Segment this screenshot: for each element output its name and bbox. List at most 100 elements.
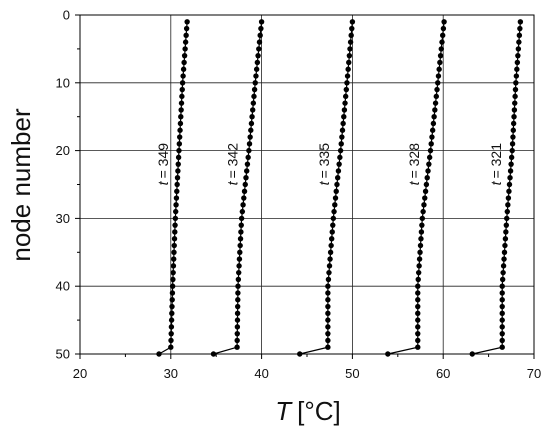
data-point (331, 208, 337, 215)
data-point (169, 297, 175, 303)
data-point (415, 269, 422, 276)
data-point (252, 80, 258, 86)
data-point (341, 114, 347, 120)
data-point (184, 19, 190, 25)
data-point (176, 147, 182, 154)
data-point (415, 344, 421, 350)
data-point (415, 290, 421, 296)
x-tick-label: 70 (527, 366, 541, 381)
data-point (510, 127, 516, 133)
data-point (499, 297, 505, 303)
data-point (238, 215, 245, 222)
data-point (338, 141, 344, 147)
series-label: t= 321 (488, 143, 504, 186)
data-point (238, 229, 244, 235)
data-point (434, 86, 440, 93)
data-point (508, 161, 514, 167)
data-point (174, 181, 180, 188)
data-point (417, 242, 424, 249)
data-point (326, 269, 332, 276)
data-point (251, 93, 257, 100)
data-point (237, 236, 244, 242)
data-point (168, 337, 174, 344)
data-point (435, 80, 441, 86)
data-point (332, 202, 338, 208)
data-point (504, 208, 511, 215)
data-point (254, 59, 261, 66)
data-point (257, 32, 263, 39)
data-point (332, 195, 339, 201)
data-point (183, 32, 189, 39)
data-point (420, 208, 426, 215)
series-label-symbol: t (316, 180, 332, 185)
data-point (437, 52, 444, 59)
data-point (236, 269, 242, 276)
data-point (430, 120, 437, 127)
data-point (325, 303, 331, 310)
data-point (333, 188, 339, 194)
data-point (439, 32, 446, 39)
data-point (502, 236, 509, 242)
data-point (512, 100, 518, 106)
data-point (348, 32, 354, 39)
data-point (173, 195, 180, 201)
data-point (181, 59, 187, 66)
data-point (258, 25, 264, 32)
data-point (325, 310, 331, 317)
series-line (472, 21, 521, 355)
data-point (178, 107, 184, 113)
data-point (178, 114, 184, 120)
data-point (168, 324, 175, 330)
x-tick-label: 50 (345, 366, 359, 381)
data-point (499, 317, 505, 323)
data-point (514, 66, 520, 72)
data-point (234, 337, 240, 344)
data-point (246, 147, 252, 154)
data-point (516, 39, 522, 45)
data-point (325, 330, 331, 337)
data-point (512, 86, 519, 93)
data-point (248, 120, 255, 127)
data-point (499, 344, 505, 350)
data-point (436, 66, 442, 72)
y-tick-label: 50 (56, 347, 70, 362)
data-point (183, 25, 190, 32)
data-point (237, 249, 243, 255)
data-point (344, 80, 350, 86)
data-point (171, 249, 177, 255)
data-point (179, 80, 186, 86)
data-point (325, 317, 331, 323)
data-point (325, 337, 331, 344)
data-point (334, 181, 340, 188)
data-point (234, 303, 241, 310)
data-point (325, 290, 331, 296)
data-point (238, 222, 244, 228)
data-point (244, 161, 251, 167)
series-label: t= 335 (316, 143, 332, 186)
data-point (234, 310, 241, 317)
data-point (416, 263, 422, 269)
x-axis-unit: [°C] (297, 396, 341, 426)
y-tick-label: 10 (56, 75, 70, 90)
y-tick-label: 40 (56, 279, 70, 294)
data-point (429, 134, 435, 140)
data-point (415, 324, 421, 330)
data-point (513, 80, 519, 86)
data-point (234, 317, 241, 323)
data-point (507, 175, 513, 181)
data-point (426, 161, 432, 167)
data-point (175, 161, 181, 167)
data-point (339, 127, 346, 133)
data-point (499, 276, 506, 283)
data-point (234, 324, 241, 330)
data-point (347, 46, 353, 52)
data-point (172, 229, 178, 235)
data-point (170, 263, 177, 269)
data-point (327, 256, 333, 262)
series-label-symbol: t (488, 180, 504, 185)
data-point (256, 39, 263, 45)
data-point (507, 168, 514, 174)
data-point (234, 330, 240, 337)
data-point (337, 147, 344, 154)
data-point (428, 141, 434, 147)
